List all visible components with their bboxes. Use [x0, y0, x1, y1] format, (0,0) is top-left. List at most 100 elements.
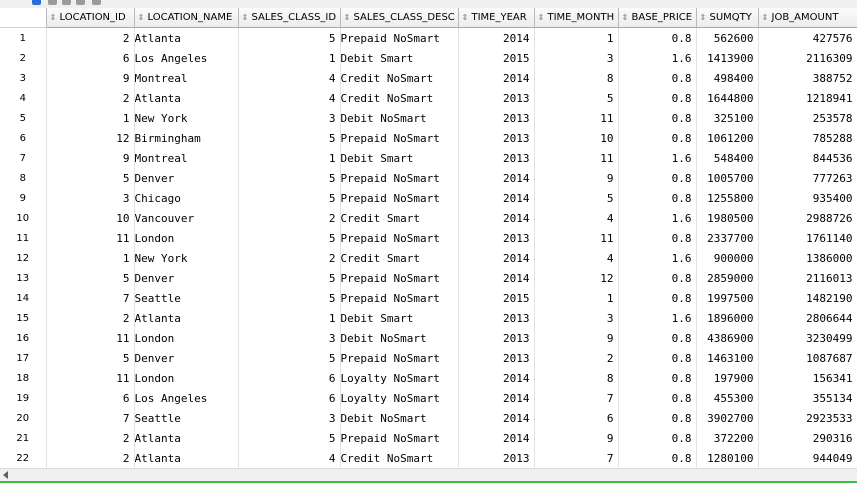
time-year-cell[interactable]: 2015	[458, 288, 535, 308]
sumqty-cell[interactable]: 1061200	[696, 128, 759, 148]
location-id-cell[interactable]: 3	[46, 188, 135, 208]
sumqty-cell[interactable]: 2337700	[696, 228, 759, 248]
location-name-cell[interactable]: London	[134, 368, 239, 388]
location-name-cell[interactable]: Denver	[134, 168, 239, 188]
time-year-cell[interactable]: 2013	[458, 88, 535, 108]
sales-class-desc-cell[interactable]: Prepaid NoSmart	[340, 228, 459, 248]
location-name-cell[interactable]: Atlanta	[134, 428, 239, 448]
time-month-cell[interactable]: 1	[534, 27, 619, 48]
column-header-sales-class-id[interactable]: ⇕ SALES_CLASS_ID	[238, 8, 341, 28]
location-name-cell[interactable]: Atlanta	[134, 27, 239, 48]
sumqty-cell[interactable]: 900000	[696, 248, 759, 268]
location-id-cell[interactable]: 5	[46, 168, 135, 188]
sumqty-cell[interactable]: 1280100	[696, 448, 759, 468]
sumqty-cell[interactable]: 562600	[696, 27, 759, 48]
column-header-time-month[interactable]: ⇕ TIME_MONTH	[534, 8, 619, 28]
job-amount-cell[interactable]: 1218941	[758, 88, 857, 108]
sales-class-id-cell[interactable]: 3	[238, 408, 341, 428]
sales-class-id-cell[interactable]: 5	[238, 128, 341, 148]
location-id-cell[interactable]: 2	[46, 308, 135, 328]
column-header-location-id[interactable]: ⇕ LOCATION_ID	[46, 8, 135, 28]
time-month-cell[interactable]: 4	[534, 208, 619, 228]
sumqty-cell[interactable]: 2859000	[696, 268, 759, 288]
location-id-cell[interactable]: 12	[46, 128, 135, 148]
time-month-cell[interactable]: 11	[534, 108, 619, 128]
time-month-cell[interactable]: 12	[534, 268, 619, 288]
location-name-cell[interactable]: Birmingham	[134, 128, 239, 148]
time-month-cell[interactable]: 8	[534, 368, 619, 388]
sales-class-desc-cell[interactable]: Debit Smart	[340, 148, 459, 168]
base-price-cell[interactable]: 1.6	[618, 148, 697, 168]
column-header-time-year[interactable]: ⇕ TIME_YEAR	[458, 8, 535, 28]
base-price-cell[interactable]: 0.8	[618, 288, 697, 308]
sumqty-cell[interactable]: 1255800	[696, 188, 759, 208]
sumqty-cell[interactable]: 498400	[696, 68, 759, 88]
base-price-cell[interactable]: 0.8	[618, 228, 697, 248]
time-month-cell[interactable]: 11	[534, 148, 619, 168]
time-month-cell[interactable]: 9	[534, 428, 619, 448]
table-row[interactable]: 12 1 New York 2 Credit Smart 2014 4 1.6 900000 13…	[0, 248, 857, 268]
time-month-cell[interactable]: 3	[534, 48, 619, 68]
location-id-cell[interactable]: 2	[46, 27, 135, 48]
time-month-cell[interactable]: 2	[534, 348, 619, 368]
job-amount-cell[interactable]: 1482190	[758, 288, 857, 308]
horizontal-scrollbar[interactable]	[0, 468, 857, 481]
base-price-cell[interactable]: 1.6	[618, 48, 697, 68]
job-amount-cell[interactable]: 388752	[758, 68, 857, 88]
time-year-cell[interactable]: 2014	[458, 208, 535, 228]
time-month-cell[interactable]: 11	[534, 228, 619, 248]
sumqty-cell[interactable]: 325100	[696, 108, 759, 128]
column-header-sumqty[interactable]: ⇕ SUMQTY	[696, 8, 759, 28]
job-amount-cell[interactable]: 935400	[758, 188, 857, 208]
sales-class-id-cell[interactable]: 5	[238, 188, 341, 208]
base-price-cell[interactable]: 0.8	[618, 328, 697, 348]
sumqty-cell[interactable]: 1005700	[696, 168, 759, 188]
table-row[interactable]: 9 3 Chicago 5 Prepaid NoSmart 2014 5 0.8 1255800…	[0, 188, 857, 208]
sumqty-cell[interactable]: 455300	[696, 388, 759, 408]
location-id-cell[interactable]: 1	[46, 108, 135, 128]
options-icon[interactable]	[92, 0, 101, 5]
time-month-cell[interactable]: 8	[534, 68, 619, 88]
sales-class-id-cell[interactable]: 1	[238, 148, 341, 168]
base-price-cell[interactable]: 0.8	[618, 368, 697, 388]
time-year-cell[interactable]: 2015	[458, 48, 535, 68]
table-row[interactable]: 19 6 Los Angeles 6 Loyalty NoSmart 2014 7 0.8 45…	[0, 388, 857, 408]
filter-icon[interactable]	[76, 0, 85, 5]
sales-class-id-cell[interactable]: 1	[238, 48, 341, 68]
table-row[interactable]: 20 7 Seattle 3 Debit NoSmart 2014 6 0.8 3902700 2…	[0, 408, 857, 428]
sales-class-desc-cell[interactable]: Loyalty NoSmart	[340, 388, 459, 408]
time-year-cell[interactable]: 2014	[458, 428, 535, 448]
job-amount-cell[interactable]: 3230499	[758, 328, 857, 348]
base-price-cell[interactable]: 1.6	[618, 208, 697, 228]
sales-class-desc-cell[interactable]: Credit Smart	[340, 208, 459, 228]
base-price-cell[interactable]: 0.8	[618, 68, 697, 88]
base-price-cell[interactable]: 0.8	[618, 27, 697, 48]
base-price-cell[interactable]: 0.8	[618, 408, 697, 428]
sales-class-id-cell[interactable]: 5	[238, 168, 341, 188]
time-year-cell[interactable]: 2013	[458, 308, 535, 328]
sales-class-desc-cell[interactable]: Prepaid NoSmart	[340, 188, 459, 208]
location-name-cell[interactable]: London	[134, 328, 239, 348]
sumqty-cell[interactable]: 3902700	[696, 408, 759, 428]
sales-class-id-cell[interactable]: 6	[238, 388, 341, 408]
column-header-sales-class-desc[interactable]: ⇕ SALES_CLASS_DESC	[340, 8, 459, 28]
sales-class-desc-cell[interactable]: Prepaid NoSmart	[340, 268, 459, 288]
location-id-cell[interactable]: 6	[46, 48, 135, 68]
table-row[interactable]: 21 2 Atlanta 5 Prepaid NoSmart 2014 9 0.8 372200…	[0, 428, 857, 448]
location-id-cell[interactable]: 2	[46, 428, 135, 448]
time-year-cell[interactable]: 2014	[458, 268, 535, 288]
sort-icon[interactable]	[62, 0, 71, 5]
location-id-cell[interactable]: 11	[46, 228, 135, 248]
location-name-cell[interactable]: Chicago	[134, 188, 239, 208]
location-id-cell[interactable]: 5	[46, 348, 135, 368]
job-amount-cell[interactable]: 2116309	[758, 48, 857, 68]
column-header-job-amount[interactable]: ⇕ JOB_AMOUNT	[758, 8, 857, 28]
time-month-cell[interactable]: 9	[534, 328, 619, 348]
time-year-cell[interactable]: 2014	[458, 188, 535, 208]
sales-class-id-cell[interactable]: 2	[238, 208, 341, 228]
job-amount-cell[interactable]: 1761140	[758, 228, 857, 248]
location-id-cell[interactable]: 5	[46, 268, 135, 288]
job-amount-cell[interactable]: 785288	[758, 128, 857, 148]
sumqty-cell[interactable]: 1463100	[696, 348, 759, 368]
refresh-icon[interactable]	[32, 0, 41, 5]
